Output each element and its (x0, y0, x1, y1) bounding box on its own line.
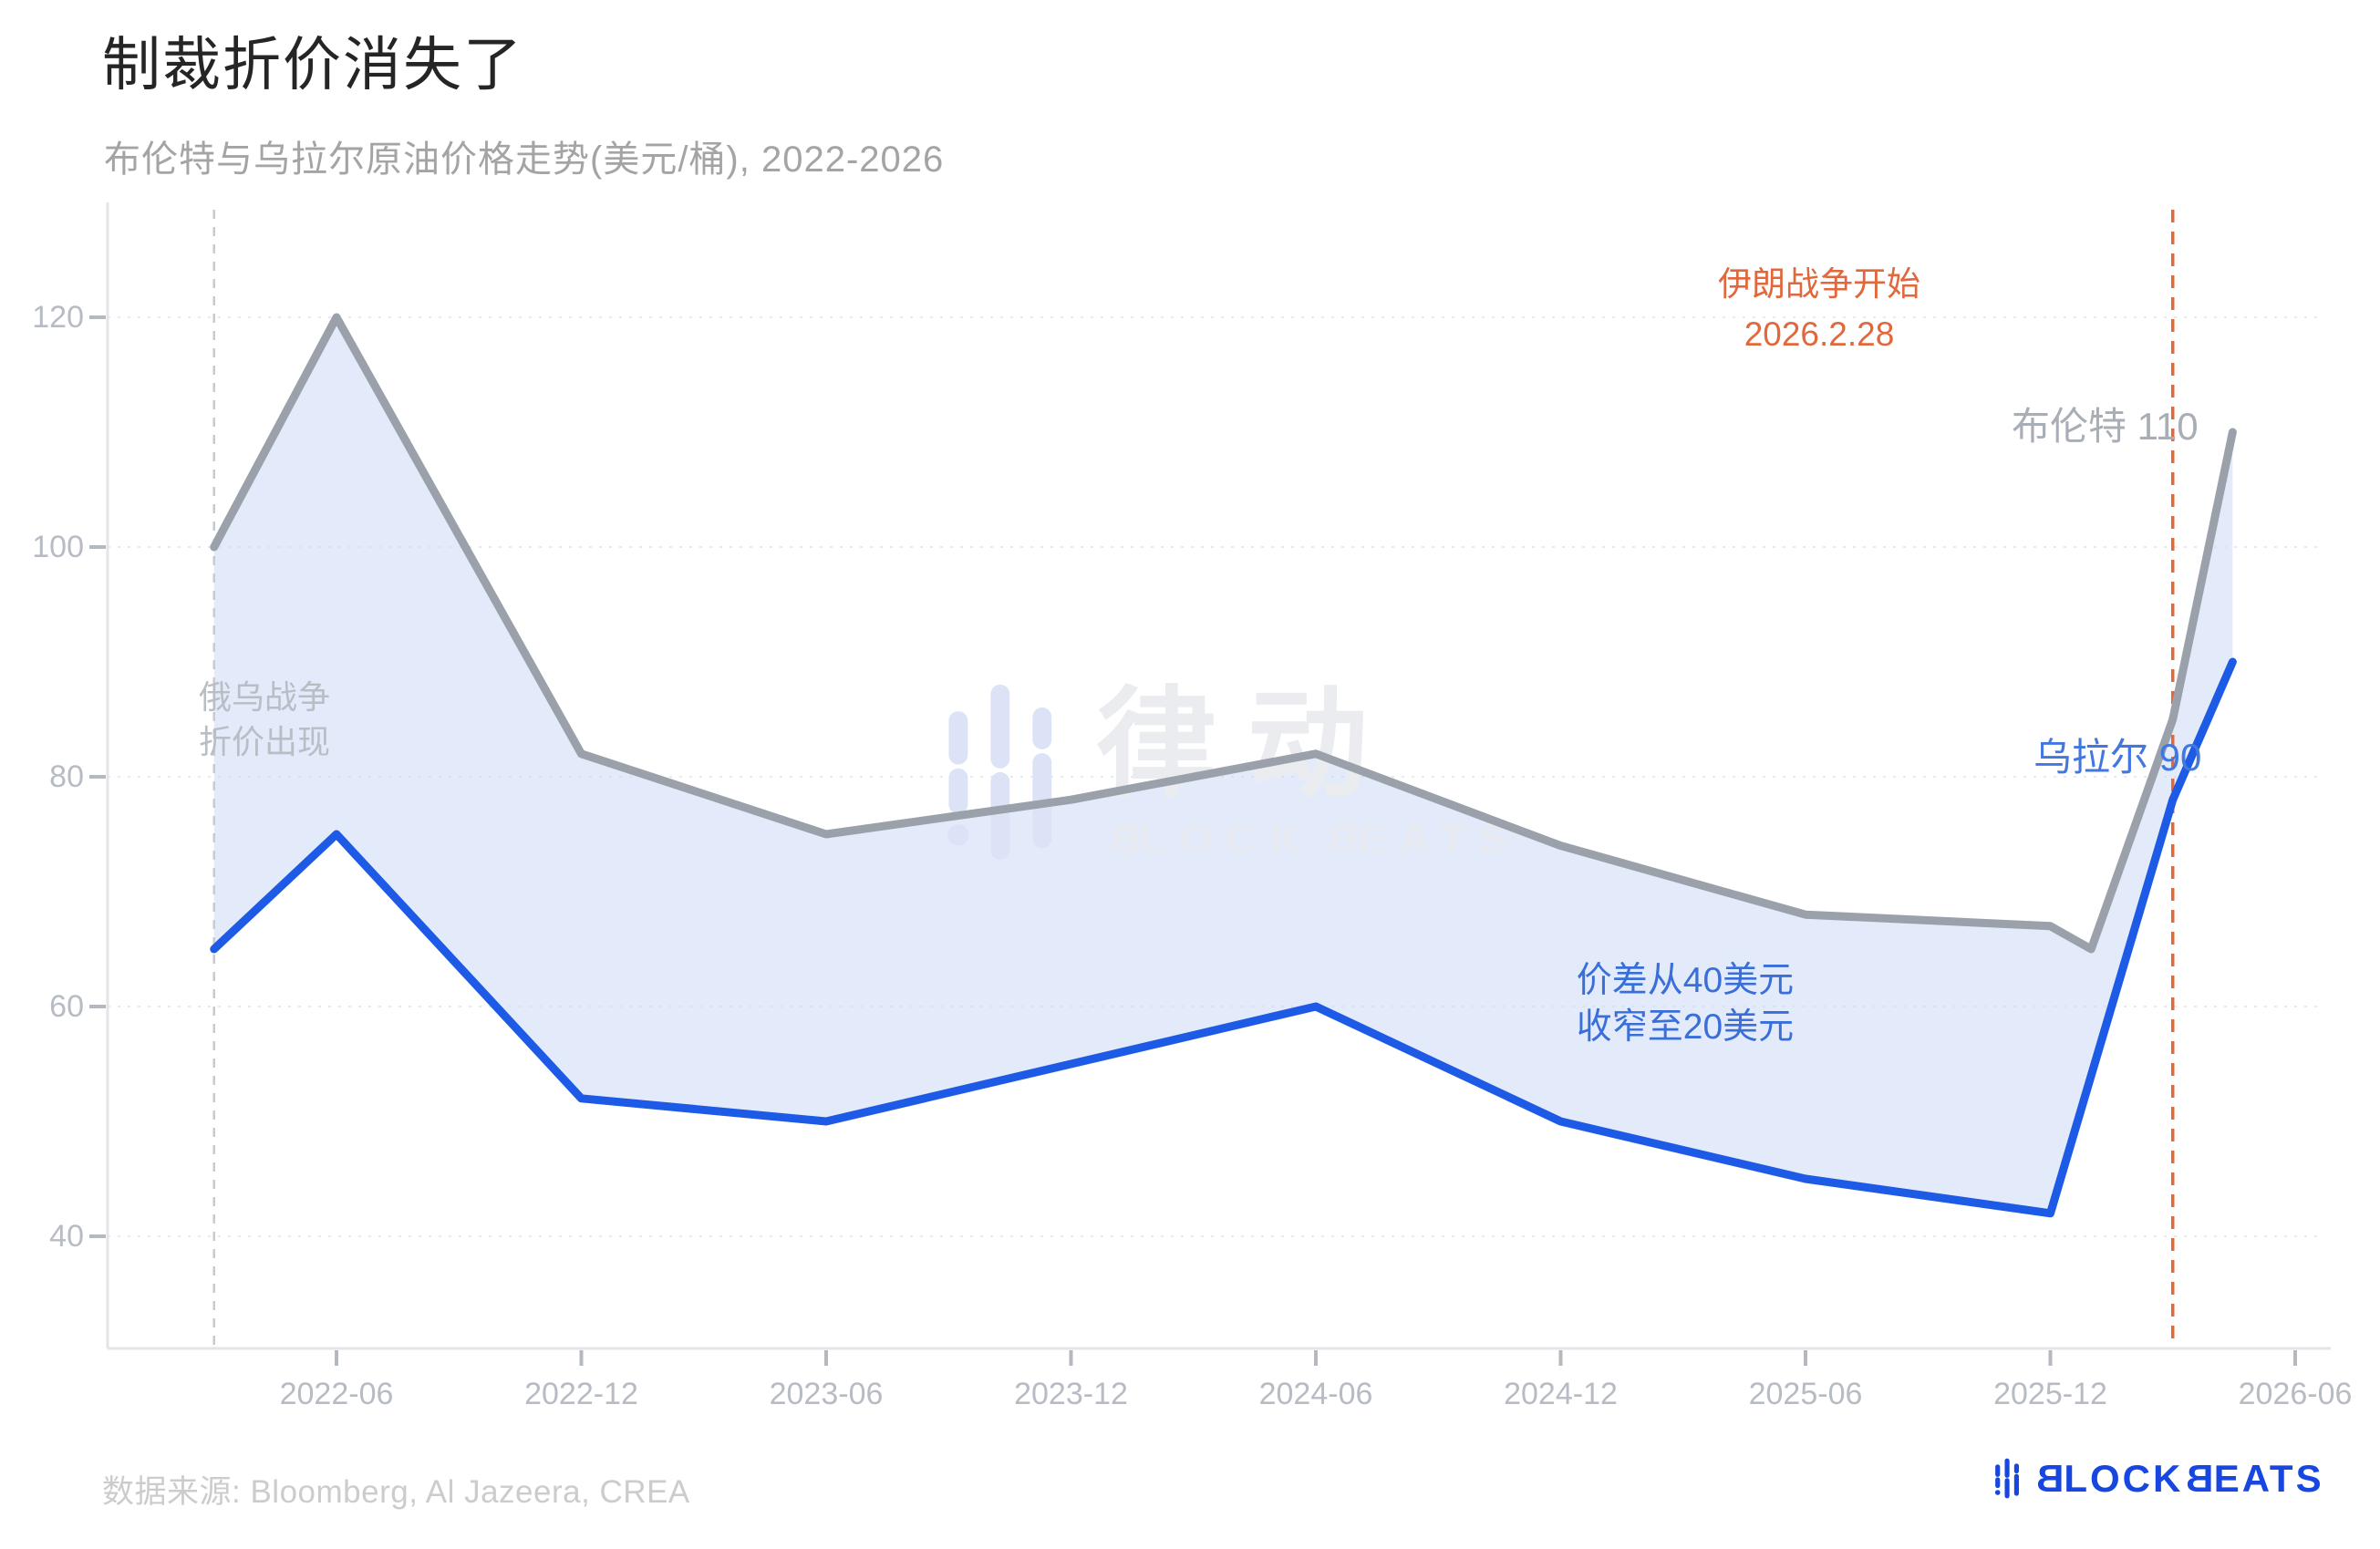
logo-letter-b: B (2033, 1457, 2064, 1500)
annotation-spread-line2: 收窄至20美元 (1576, 1007, 1795, 1047)
watermark-letter-b2: B (1313, 814, 1358, 862)
blockbeats-icon (947, 684, 1052, 860)
y-tick-label: 60 (49, 989, 84, 1024)
y-tick-label: 40 (49, 1219, 84, 1254)
annotation-ru-war-line2: 折价出现 (198, 723, 330, 760)
logo-letter-b2: B (2183, 1457, 2214, 1500)
watermark-lock: LOCK (1140, 814, 1314, 862)
annotation-spread-line1: 价差从40美元 (1576, 961, 1795, 1000)
chart-subtitle: 布伦特与乌拉尔原油价格走势(美元/桶), 2022-2026 (104, 139, 945, 180)
x-tick-label: 2023-06 (769, 1377, 884, 1411)
blockbeats-logo: BLOCKBEATS (1993, 1457, 2324, 1501)
chart-title: 制裁折价消失了 (102, 32, 523, 98)
annotation-ru-war-line1: 俄乌战争 (198, 678, 330, 716)
x-tick-label: 2025-06 (1748, 1377, 1863, 1411)
x-tick-label: 2023-12 (1014, 1377, 1128, 1411)
watermark-en: BLOCKBEATS (1096, 814, 1521, 863)
x-tick-label: 2024-06 (1258, 1377, 1373, 1411)
watermark: 律动 BLOCKBEATS (939, 677, 1521, 866)
annotation-iran-line1: 伊朗战争开始 (1718, 265, 1920, 303)
y-tick-label: 80 (49, 759, 84, 794)
logo-eats: EATS (2213, 1457, 2324, 1500)
y-tick-label: 100 (32, 530, 84, 564)
watermark-text: 律动 BLOCKBEATS (1096, 677, 1521, 863)
annotation-ru-war: 俄乌战争 折价出现 (162, 675, 367, 764)
icon-dot (947, 824, 969, 846)
watermark-eats: EATS (1357, 814, 1522, 862)
x-tick-label: 2024-12 (1504, 1377, 1618, 1411)
icon-dot (1994, 1490, 2001, 1495)
watermark-letter-b: B (1096, 814, 1141, 862)
x-tick-label: 2022-12 (524, 1377, 638, 1411)
x-tick-label: 2026-06 (2238, 1377, 2353, 1411)
annotation-spread: 价差从40美元 收窄至20美元 (1510, 957, 1860, 1050)
data-source-note: 数据来源: Bloomberg, Al Jazeera, CREA (102, 1474, 690, 1510)
annotation-iran-war: 伊朗战争开始 2026.2.28 (1678, 259, 1961, 359)
blockbeats-icon (1994, 1458, 2019, 1499)
watermark-cn: 律动 (1096, 677, 1399, 811)
x-tick-label: 2025-12 (1993, 1377, 2107, 1411)
blockbeats-logo-text: BLOCKBEATS (2033, 1457, 2324, 1501)
urals-end-label: 乌拉尔 90 (2033, 736, 2202, 779)
logo-lock: LOCK (2064, 1457, 2184, 1500)
x-tick-label: 2022-06 (279, 1377, 394, 1411)
annotation-iran-date: 2026.2.28 (1744, 315, 1895, 353)
brent-end-label: 布伦特 110 (2012, 405, 2199, 448)
y-tick-label: 120 (32, 300, 84, 335)
